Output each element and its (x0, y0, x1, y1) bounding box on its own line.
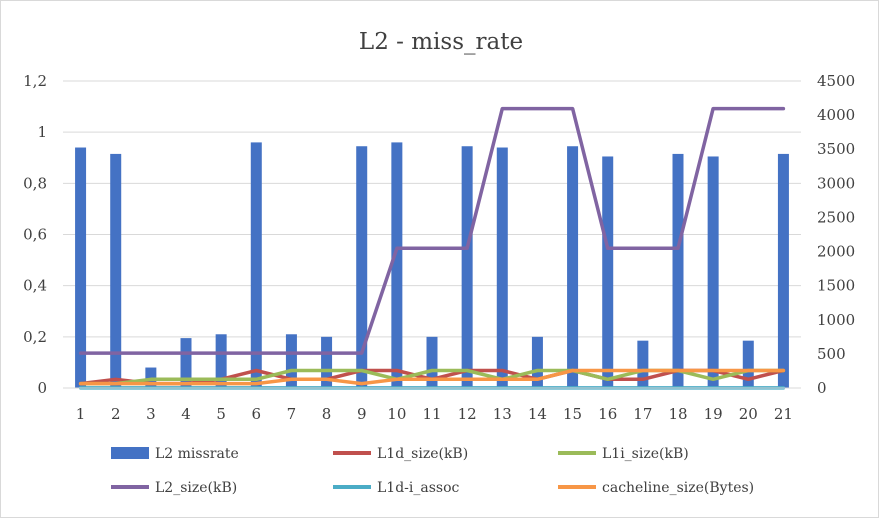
bar (637, 340, 649, 388)
x-tick-label: 3 (146, 405, 156, 423)
x-axis: 1 2 3 4 5 6 7 8 9 10 11 12 13 14 15 16 17 18 19 20 21 (63, 387, 801, 423)
x-tick-label: 14 (528, 405, 547, 423)
right-tick-label: 3000 (817, 174, 855, 192)
x-tick-label: 20 (739, 405, 758, 423)
right-tick-label: 3500 (817, 140, 855, 158)
x-tick-label: 19 (704, 405, 723, 423)
series-line (78, 368, 786, 386)
legend-label: L1d-i_assoc (377, 480, 460, 496)
x-tick-label: 18 (668, 405, 687, 423)
x-tick-label: 4 (181, 405, 191, 423)
bar (672, 153, 684, 388)
bar (321, 336, 333, 388)
right-tick-label: 1500 (817, 277, 855, 295)
bar (180, 338, 192, 388)
x-tick-label: 5 (216, 405, 226, 423)
bar (707, 156, 719, 388)
left-tick-label: 0,2 (23, 328, 47, 346)
chart-title: L2 - miss_rate (359, 29, 523, 55)
right-tick-label: 4500 (817, 72, 855, 90)
legend-label: L1d_size(kB) (377, 446, 468, 462)
legend-swatch (111, 447, 149, 459)
right-tick-label: 4000 (817, 106, 855, 124)
bar-series (75, 142, 789, 388)
x-tick-label: 11 (422, 405, 441, 423)
right-tick-label: 1000 (817, 311, 855, 329)
bar (391, 142, 403, 388)
bar (250, 142, 262, 388)
x-tick-label: 8 (322, 405, 332, 423)
legend-label: cacheline_size(Bytes) (602, 480, 754, 496)
left-axis: 0 0,2 0,4 0,6 0,8 1 1,2 (23, 72, 47, 397)
left-tick-label: 0,4 (23, 277, 47, 295)
bar (75, 147, 87, 388)
bar (285, 334, 297, 388)
x-tick-label: 15 (563, 405, 582, 423)
x-tick-label: 21 (774, 405, 793, 423)
bar (215, 334, 227, 388)
bar (461, 146, 473, 388)
right-tick-label: 500 (817, 345, 846, 363)
legend: L2 missrate L1d_size(kB) L1i_size(kB) L2_si… (111, 446, 754, 496)
left-tick-label: 0,8 (23, 174, 47, 192)
x-tick-label: 12 (458, 405, 477, 423)
gridlines (63, 80, 801, 338)
series-line (78, 106, 786, 355)
x-tick-label: 13 (493, 405, 512, 423)
legend-label: L2 missrate (155, 446, 239, 462)
left-tick-label: 0 (37, 379, 47, 397)
x-tick-label: 1 (76, 405, 86, 423)
bar (531, 336, 543, 388)
left-tick-label: 1,2 (23, 72, 47, 90)
x-tick-label: 9 (357, 405, 367, 423)
bar (496, 147, 508, 388)
bar (110, 153, 122, 388)
bar (742, 340, 754, 388)
left-tick-label: 1 (37, 123, 47, 141)
right-tick-label: 2000 (817, 243, 855, 261)
left-tick-label: 0,6 (23, 226, 47, 244)
legend-label: L2_size(kB) (155, 480, 237, 496)
x-tick-label: 7 (287, 405, 297, 423)
x-tick-label: 16 (598, 405, 617, 423)
x-tick-label: 2 (111, 405, 121, 423)
x-tick-label: 17 (633, 405, 652, 423)
x-tick-label: 6 (252, 405, 262, 423)
bar (356, 146, 368, 388)
bar (602, 156, 614, 388)
right-tick-label: 0 (817, 379, 827, 397)
bar (426, 336, 438, 388)
legend-label: L1i_size(kB) (602, 446, 689, 462)
right-tick-label: 2500 (817, 208, 855, 226)
bar (567, 146, 579, 388)
right-axis: 0 500 1000 1500 2000 2500 3000 3500 4000 4500 (817, 72, 855, 397)
x-tick-label: 10 (387, 405, 406, 423)
bar (777, 153, 789, 388)
